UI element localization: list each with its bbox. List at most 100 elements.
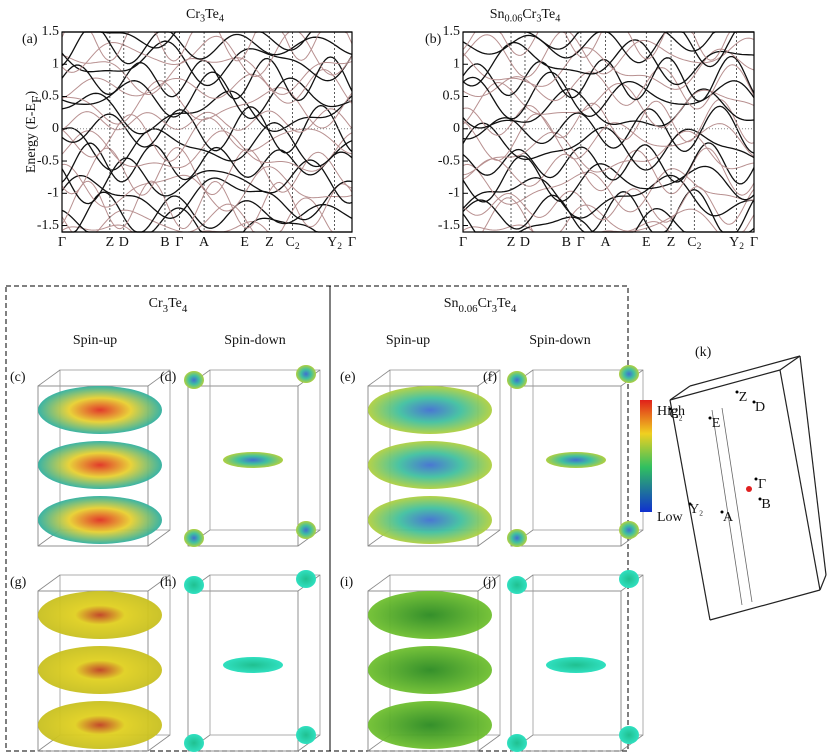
k-label: B <box>761 497 770 512</box>
band-line <box>462 189 755 233</box>
box-front <box>187 590 299 752</box>
colorbar <box>640 400 652 512</box>
text-part: A <box>601 235 612 250</box>
fermi-pocket <box>184 734 204 752</box>
bz-edge <box>721 407 753 603</box>
subscript: 2 <box>739 242 744 252</box>
k-label: A <box>601 235 612 250</box>
k-label: A <box>199 235 210 250</box>
fermi-pocket <box>619 365 639 383</box>
k-label: D <box>119 235 129 250</box>
k-label: Γ <box>175 235 183 250</box>
box-edge <box>37 574 61 592</box>
box-back <box>209 369 321 531</box>
bz-edge <box>779 355 801 371</box>
panel-label: (a) <box>22 32 38 47</box>
text-part: Γ <box>348 235 356 250</box>
box-front <box>510 590 622 752</box>
band-line <box>61 130 353 172</box>
colorbar-high: High <box>657 404 685 419</box>
fermi-pocket <box>296 570 316 588</box>
k-label: C2 <box>687 235 701 252</box>
band-line <box>61 90 353 135</box>
band-line <box>61 68 353 104</box>
text-part: D <box>755 400 765 415</box>
fermi-pocket <box>507 576 527 594</box>
bz-edge <box>819 574 827 591</box>
y-tick-label: 1.5 <box>443 24 461 39</box>
y-tick-label: -1.5 <box>438 218 460 233</box>
subscript: 2 <box>679 413 683 422</box>
bz-box <box>187 369 321 547</box>
fermi-surface <box>368 591 492 639</box>
k-label: E <box>240 235 249 250</box>
fermi-surface <box>38 441 162 489</box>
bz-edge <box>669 385 691 401</box>
bands <box>61 31 353 233</box>
band-line <box>462 71 755 120</box>
bz-point <box>720 510 724 514</box>
band-line <box>462 105 755 154</box>
y-tick-label: 0 <box>453 121 460 136</box>
band-line <box>462 186 755 225</box>
box-edge <box>367 574 391 592</box>
bz-point <box>754 477 758 481</box>
y-tick-label: -1.5 <box>37 218 59 233</box>
band-line <box>61 80 353 129</box>
fermi-pocket <box>619 521 639 539</box>
plot-frame <box>462 31 755 233</box>
fermi-pocket <box>507 371 527 389</box>
k-label: E <box>712 416 721 431</box>
band-line <box>61 142 353 183</box>
text-part: C <box>669 407 678 422</box>
text-part: C <box>687 235 696 250</box>
band-line <box>61 104 353 154</box>
subscript: 4 <box>182 302 188 314</box>
column-heading: Spin-up <box>73 333 117 348</box>
band-line <box>462 47 755 90</box>
subscript: 4 <box>219 14 224 25</box>
box-back <box>532 369 644 531</box>
k-label: Γ <box>348 235 356 250</box>
text-part: D <box>520 235 530 250</box>
band-line <box>462 207 755 233</box>
band-line <box>462 155 755 203</box>
k-label: Γ <box>758 477 766 492</box>
band-line <box>61 108 353 133</box>
fermi-surface <box>38 591 162 639</box>
band-line <box>463 31 754 52</box>
box-edge <box>477 574 501 592</box>
fermi-surface <box>368 496 492 544</box>
fermi-pocket <box>619 726 639 744</box>
text-part: Z <box>507 235 516 250</box>
k-label: A <box>723 510 734 525</box>
text-part: Te <box>497 296 511 311</box>
k-label: Z <box>739 390 748 405</box>
fermi-pocket <box>619 570 639 588</box>
bz-edge <box>669 399 711 621</box>
box-edge <box>37 369 61 387</box>
k-label: Γ <box>750 235 758 250</box>
text-part: Z <box>667 235 676 250</box>
fermi-pocket <box>296 365 316 383</box>
text-part: E <box>240 235 249 250</box>
panel-label: (b) <box>425 32 442 47</box>
subscript: 3 <box>492 302 498 314</box>
subscript: 4 <box>555 14 560 25</box>
column-heading: Spin-down <box>224 333 285 348</box>
bz-edge <box>689 355 801 387</box>
bz-point <box>708 416 712 420</box>
label: Cr3Te4 <box>149 296 188 314</box>
band-line <box>462 163 755 213</box>
subscript: 0.06 <box>459 302 479 314</box>
band-line <box>61 31 353 67</box>
bz-point <box>735 390 739 394</box>
text-part: E <box>712 416 721 431</box>
k-label: B <box>562 235 571 250</box>
subscript: 3 <box>163 302 169 314</box>
box-back <box>532 574 644 736</box>
column-heading: Spin-up <box>386 333 430 348</box>
band-line <box>61 163 353 212</box>
fermi-surface <box>223 452 283 468</box>
bz-edge <box>709 589 821 621</box>
